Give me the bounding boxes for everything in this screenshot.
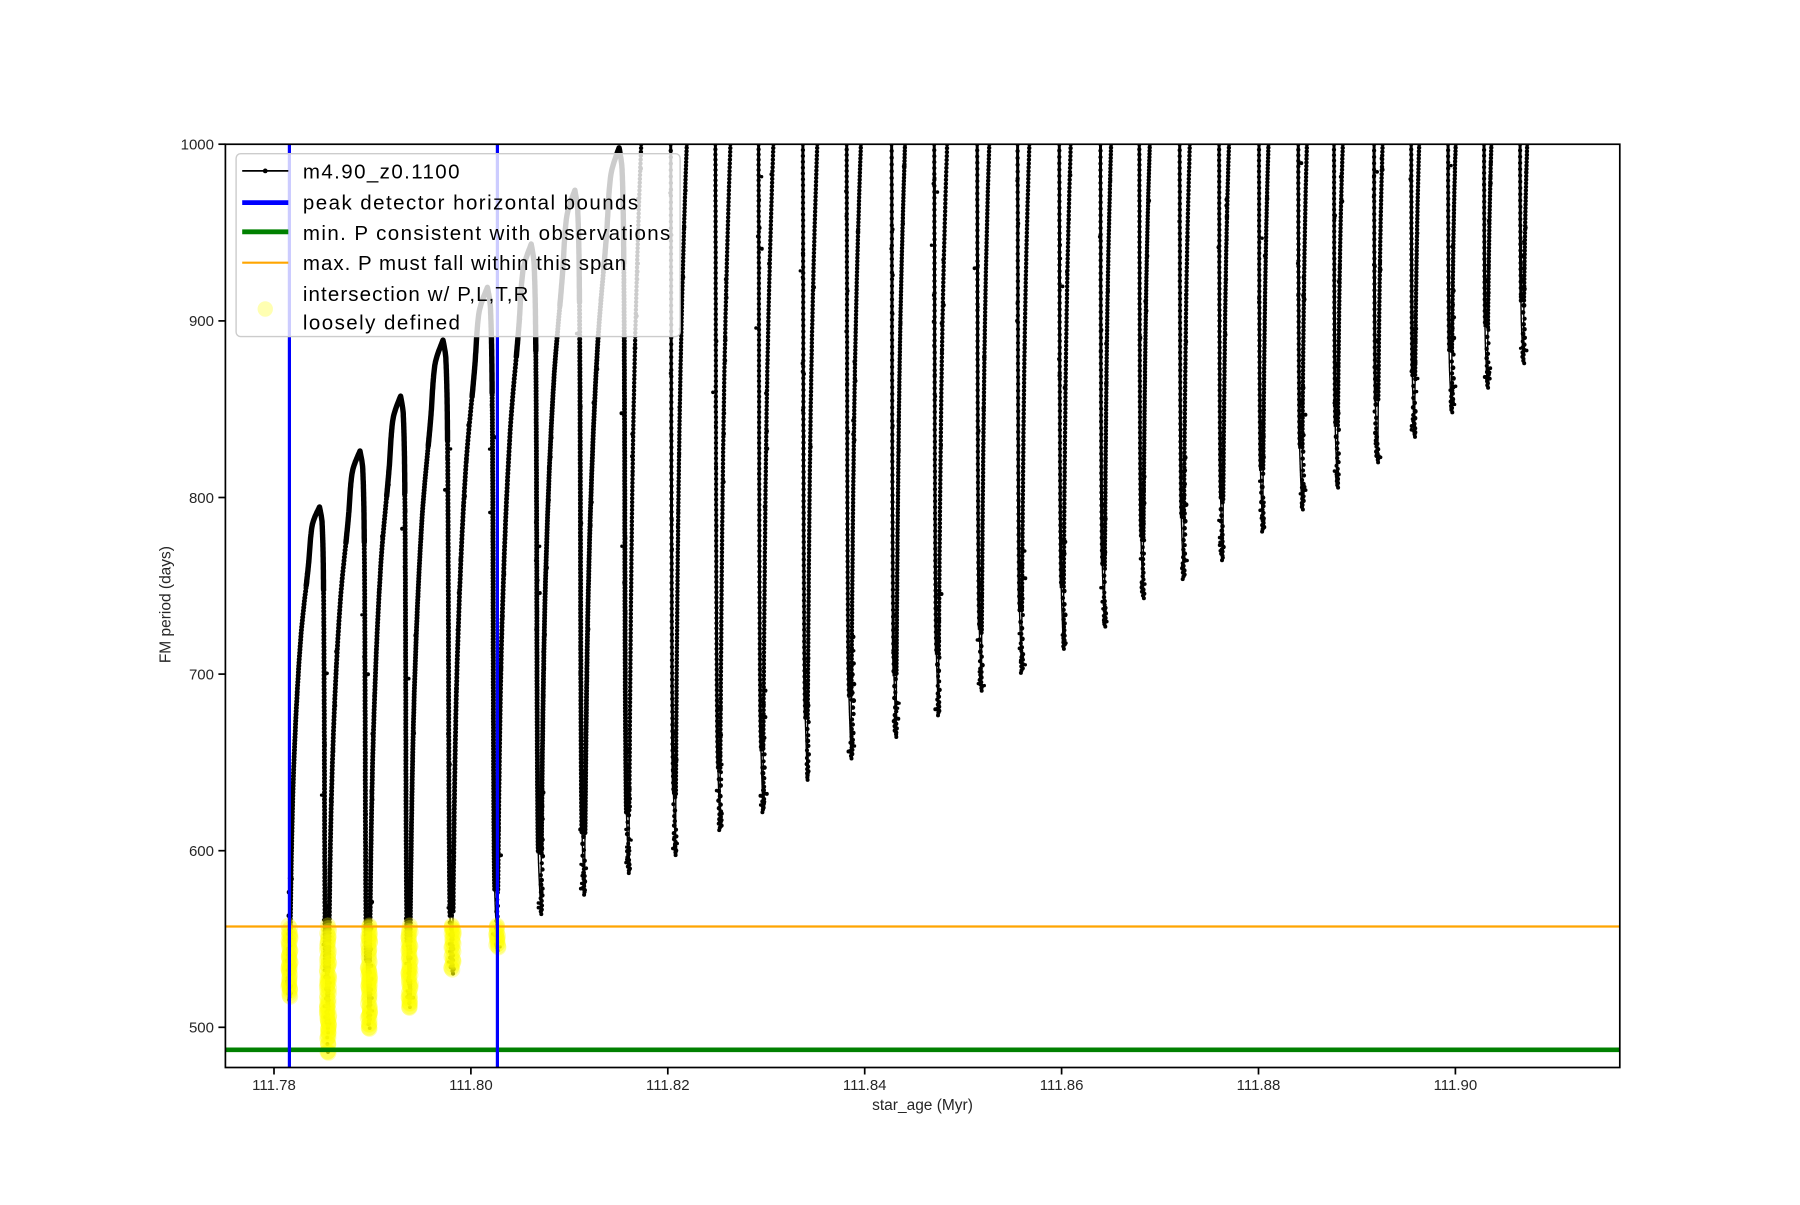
svg-text:111.88: 111.88: [1237, 1077, 1281, 1094]
svg-text:111.80: 111.80: [449, 1077, 493, 1094]
svg-text:111.86: 111.86: [1040, 1077, 1084, 1094]
svg-text:800: 800: [189, 490, 214, 507]
svg-text:FM period (days): FM period (days): [158, 546, 175, 663]
svg-text:700: 700: [189, 666, 214, 683]
svg-text:111.90: 111.90: [1434, 1077, 1478, 1094]
svg-text:900: 900: [189, 313, 214, 330]
svg-text:min. P consistent with observa: min. P consistent with observations: [303, 222, 672, 245]
svg-text:600: 600: [189, 843, 214, 860]
svg-text:111.84: 111.84: [843, 1077, 887, 1094]
svg-text:star_age (Myr): star_age (Myr): [872, 1097, 973, 1114]
svg-text:500: 500: [189, 1020, 214, 1037]
svg-text:loosely defined: loosely defined: [303, 312, 462, 335]
svg-text:peak detector horizontal bound: peak detector horizontal bounds: [303, 192, 640, 215]
svg-text:intersection w/ P,L,T,R: intersection w/ P,L,T,R: [303, 283, 530, 306]
svg-text:m4.90_z0.1100: m4.90_z0.1100: [303, 160, 461, 183]
svg-text:1000: 1000: [181, 137, 214, 154]
svg-text:111.78: 111.78: [252, 1077, 296, 1094]
svg-text:max. P must fall within this s: max. P must fall within this span: [303, 252, 627, 275]
svg-text:111.82: 111.82: [646, 1077, 690, 1094]
